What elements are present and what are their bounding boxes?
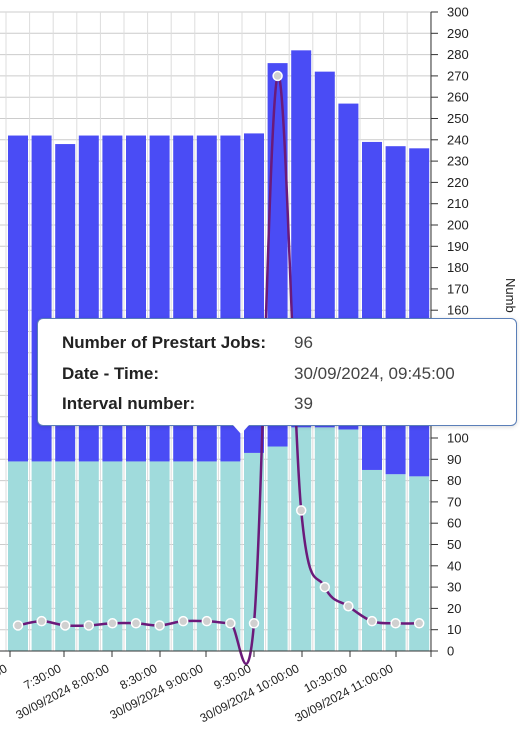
bar-segment [409, 148, 430, 477]
bar-segment [102, 461, 123, 651]
line-point [107, 618, 118, 629]
line-point [130, 618, 142, 629]
y-tick-label: 300 [447, 5, 469, 20]
tooltip-pointer [233, 425, 249, 434]
y-tick-label: 0 [447, 644, 454, 659]
y-tick-label: 20 [447, 601, 461, 616]
y-tick-label: 100 [447, 431, 469, 446]
line-point [319, 581, 331, 593]
y-tick-label: 280 [447, 47, 469, 62]
bar-segment [267, 446, 288, 651]
y-tick-label: 30 [447, 580, 461, 595]
y-tick-label: 90 [447, 452, 461, 467]
tooltip-value: 39 [294, 394, 313, 413]
y-tick-label: 70 [447, 494, 461, 509]
bar-segment [196, 461, 217, 651]
y-tick-label: 50 [447, 537, 461, 552]
tooltip-key: Interval number: [62, 394, 196, 413]
bar-segment [149, 461, 170, 651]
line-point [177, 615, 189, 627]
line-point [272, 70, 283, 82]
line-point [83, 620, 95, 631]
tooltip: Number of Prestart Jobs: 96 Date - Time:… [37, 318, 517, 426]
bar-segment [314, 427, 335, 651]
bar-segment [78, 461, 99, 651]
y-tick-label: 220 [447, 175, 469, 190]
line-point [225, 618, 236, 629]
y-axis-title: Numb [503, 278, 518, 313]
x-tick-label: 00 [0, 661, 10, 680]
y-tick-label: 170 [447, 281, 469, 296]
tooltip-row-datetime: Date - Time: 30/09/2024, 09:45:00 [62, 364, 455, 384]
line-point [36, 615, 47, 627]
line-point [59, 620, 71, 631]
bar-segment [173, 461, 194, 651]
y-tick-label: 200 [447, 218, 469, 233]
y-tick-label: 230 [447, 154, 469, 169]
y-tick-label: 270 [447, 68, 469, 83]
bar-segment [362, 469, 382, 651]
bar-segment [126, 461, 146, 651]
y-tick-label: 160 [447, 303, 469, 318]
y-tick-label: 180 [447, 260, 469, 275]
line-point [295, 505, 307, 516]
tooltip-key: Number of Prestart Jobs: [62, 333, 267, 352]
bar-segment [409, 476, 430, 651]
line-point [154, 620, 165, 631]
bar-segment [220, 461, 241, 651]
y-tick-label: 80 [447, 473, 461, 488]
bar-segment [55, 461, 76, 651]
bar-segment [291, 427, 312, 651]
y-tick-label: 260 [447, 90, 469, 105]
y-tick-label: 240 [447, 132, 469, 147]
line-point [12, 620, 24, 631]
y-tick-label: 40 [447, 558, 461, 573]
y-tick-label: 10 [447, 622, 461, 637]
line-point [390, 618, 401, 629]
line-point [413, 618, 425, 629]
y-tick-label: 60 [447, 516, 461, 531]
tooltip-row-interval: Interval number: 39 [62, 394, 313, 414]
bar-segment [31, 461, 52, 651]
line-point [201, 615, 213, 627]
line-point [248, 618, 260, 629]
y-tick-label: 290 [447, 26, 469, 41]
tooltip-value: 96 [294, 333, 313, 352]
bar-segment [385, 474, 406, 651]
y-tick-label: 190 [447, 239, 469, 254]
tooltip-row-jobs: Number of Prestart Jobs: 96 [62, 333, 313, 353]
bar-segment [8, 135, 28, 462]
y-tick-label: 210 [447, 196, 469, 211]
y-tick-label: 250 [447, 111, 469, 126]
bar-segment [8, 461, 28, 651]
line-point [343, 601, 354, 612]
tooltip-value: 30/09/2024, 09:45:00 [294, 364, 455, 383]
bar-segment [338, 429, 359, 651]
line-point [366, 615, 378, 627]
tooltip-key: Date - Time: [62, 364, 159, 383]
